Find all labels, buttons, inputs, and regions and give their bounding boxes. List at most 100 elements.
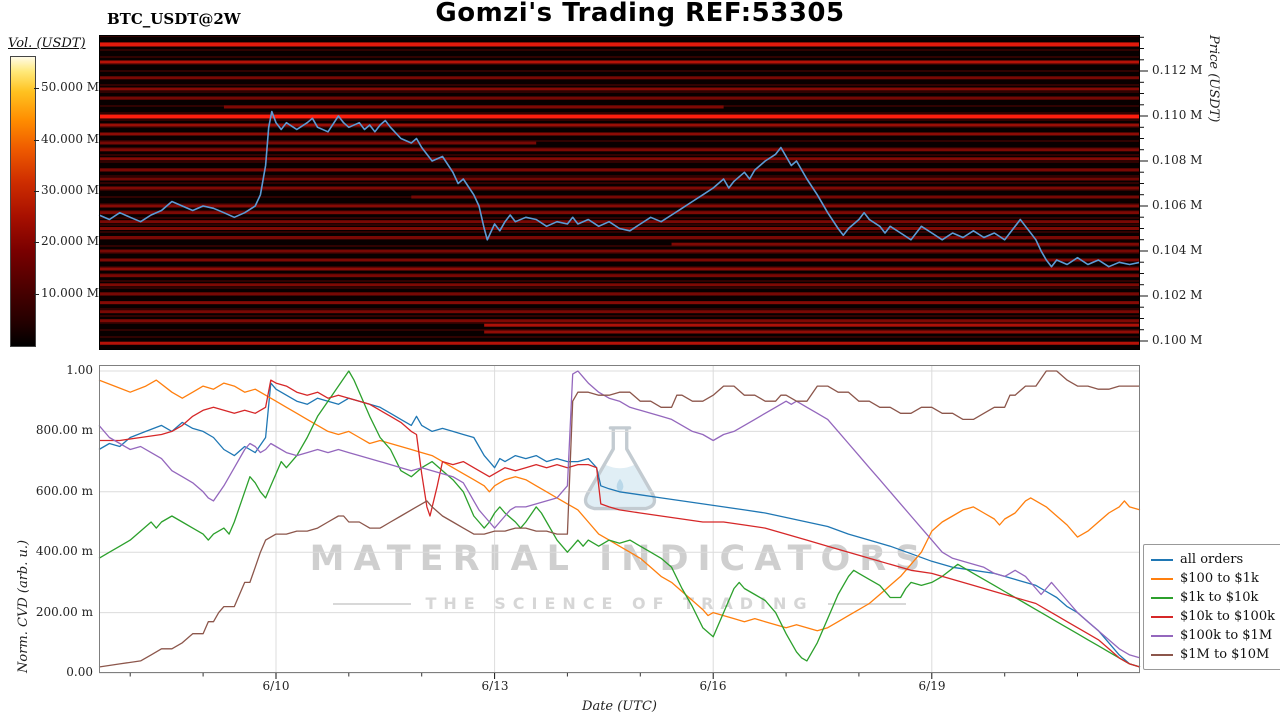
colorbar-tick-label: 40.000 M <box>41 132 100 146</box>
legend-label: $100 to $1k <box>1180 571 1259 586</box>
series-line-1k-to-10k <box>98 370 1141 668</box>
colorbar-tick-label: 20.000 M <box>41 234 100 248</box>
legend-line-swatch <box>1151 615 1173 618</box>
price-line <box>98 110 1141 268</box>
legend-line-swatch <box>1151 653 1173 656</box>
volume-band <box>99 148 1140 152</box>
price-tick-label: 0.104 M <box>1152 243 1203 257</box>
volume-band <box>99 258 1140 262</box>
series-line-all-orders <box>98 382 1141 668</box>
legend-line-swatch <box>1151 558 1173 561</box>
x-axis-title: Date (UTC) <box>582 699 657 714</box>
cvd-svg <box>98 365 1141 679</box>
volume-band <box>99 157 1140 161</box>
series-line-100k-to-1m <box>98 370 1141 659</box>
cvd-y-axis-title: Norm. CVD (arb. u.) <box>16 539 31 673</box>
cvd-tick-label: 400.00 m <box>35 544 93 558</box>
volume-band <box>671 242 1140 246</box>
volume-band <box>99 310 1140 314</box>
volume-band <box>99 87 1140 91</box>
legend-label: $1M to $10M <box>1180 647 1270 662</box>
legend-line-swatch <box>1151 577 1173 580</box>
volume-colorbar <box>10 56 36 347</box>
volume-band <box>99 132 1140 136</box>
colorbar-tick-label: 10.000 M <box>41 286 100 300</box>
volume-band <box>99 283 1140 287</box>
volume-band <box>99 267 1140 271</box>
legend-label: all orders <box>1180 552 1244 567</box>
volume-band <box>99 236 1140 239</box>
volume-band <box>99 341 1140 345</box>
legend-item: $100k to $1M <box>1151 626 1275 645</box>
volume-band <box>99 141 537 145</box>
legend-line-swatch <box>1151 634 1173 637</box>
heatmap-svg <box>98 35 1148 350</box>
colorbar-tick <box>34 294 39 295</box>
legend-label: $10k to $100k <box>1180 609 1275 624</box>
volume-band <box>99 249 1140 253</box>
legend-line-swatch <box>1151 596 1173 599</box>
volume-band <box>99 123 1140 127</box>
volume-band <box>99 292 1140 296</box>
cvd-border <box>99 365 1140 673</box>
series-line-1m-to-10m <box>98 370 1140 668</box>
series-line-100-to-1k <box>98 379 1141 632</box>
volume-band <box>99 220 1140 224</box>
colorbar-tick-label: 30.000 M <box>41 183 100 197</box>
price-tick-label: 0.112 M <box>1152 63 1203 77</box>
legend-item: $1M to $10M <box>1151 645 1275 664</box>
colorbar-tick-label: 50.000 M <box>41 80 100 94</box>
volume-band <box>484 323 1140 327</box>
legend-label: $1k to $10k <box>1180 590 1259 605</box>
series-line-10k-to-100k <box>99 379 1141 668</box>
legend-item: $100 to $1k <box>1151 569 1275 588</box>
volume-band <box>99 42 1140 47</box>
colorbar-tick <box>34 191 39 192</box>
volume-band <box>223 105 724 109</box>
volume-band <box>411 195 1140 199</box>
heatmap-panel <box>98 35 1148 350</box>
date-tick-label: 6/19 <box>918 679 946 693</box>
volume-band <box>99 319 1140 323</box>
colorbar-tick <box>34 88 39 89</box>
heatmap-border <box>99 35 1140 350</box>
price-tick-label: 0.102 M <box>1152 288 1203 302</box>
volume-band <box>99 186 1140 190</box>
volume-band <box>99 274 1140 278</box>
volume-band <box>99 211 1140 215</box>
volume-band <box>99 204 1140 208</box>
page-title: Gomzi's Trading REF:53305 <box>435 0 845 28</box>
cvd-tick-label: 0.00 <box>66 665 93 679</box>
legend-box: all orders $100 to $1k $1k to $10k $10k to … <box>1143 544 1280 670</box>
cvd-tick-label: 1.00 <box>66 363 93 377</box>
colorbar-title: Vol. (USDT) <box>8 36 86 51</box>
cvd-tick-label: 600.00 m <box>35 484 93 498</box>
cvd-tick-label: 800.00 m <box>35 423 93 437</box>
legend-item: $10k to $100k <box>1151 607 1275 626</box>
volume-band <box>99 96 1140 100</box>
colorbar-tick <box>34 140 39 141</box>
cvd-tick-label: 200.00 m <box>35 605 93 619</box>
volume-band <box>99 76 1140 80</box>
volume-band <box>99 60 1140 64</box>
cvd-panel: MATERIAL INDICATORS THE SCIENCE OF TRADI… <box>98 365 1141 679</box>
date-tick-label: 6/16 <box>699 679 727 693</box>
price-tick-label: 0.106 M <box>1152 198 1203 212</box>
symbol-label: BTC_USDT@2W <box>107 10 241 28</box>
legend-label: $100k to $1M <box>1180 628 1273 643</box>
price-tick-label: 0.100 M <box>1152 333 1203 347</box>
date-tick-label: 6/13 <box>481 679 509 693</box>
price-tick-label: 0.108 M <box>1152 153 1203 167</box>
price-tick-label: 0.110 M <box>1152 108 1203 122</box>
volume-band <box>99 114 1140 119</box>
date-tick-label: 6/10 <box>262 679 290 693</box>
legend-item: all orders <box>1151 550 1275 569</box>
volume-band <box>99 168 1140 172</box>
colorbar-tick <box>34 242 39 243</box>
volume-band <box>484 330 1140 334</box>
price-axis-title: Price (USDT) <box>1206 35 1221 123</box>
volume-band <box>99 301 1140 305</box>
legend-item: $1k to $10k <box>1151 588 1275 607</box>
volume-band <box>99 177 1140 181</box>
